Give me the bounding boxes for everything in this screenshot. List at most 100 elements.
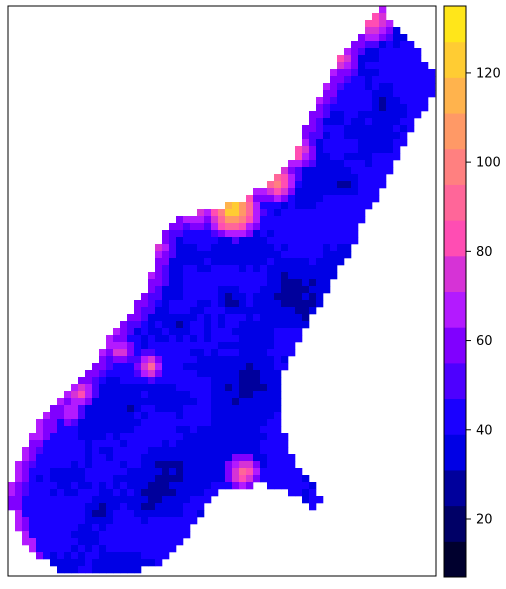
- raster-cell: [225, 223, 233, 231]
- raster-cell: [225, 426, 233, 434]
- raster-cell: [260, 265, 268, 273]
- raster-cell: [127, 405, 135, 413]
- raster-cell: [141, 356, 149, 364]
- raster-cell: [267, 209, 275, 217]
- raster-cell: [246, 363, 254, 371]
- raster-cell: [379, 76, 387, 84]
- raster-cell: [141, 321, 149, 329]
- raster-cell: [22, 475, 30, 483]
- raster-cell: [169, 524, 177, 532]
- raster-cell: [106, 503, 114, 511]
- raster-cell: [78, 559, 86, 567]
- raster-cell: [197, 356, 205, 364]
- raster-cell: [36, 510, 44, 518]
- raster-cell: [113, 391, 121, 399]
- raster-cell: [78, 405, 86, 413]
- raster-cell: [274, 335, 282, 343]
- raster-cell: [274, 454, 282, 462]
- raster-cell: [15, 461, 23, 469]
- raster-cell: [274, 370, 282, 378]
- raster-cell: [400, 139, 408, 147]
- raster-cell: [183, 272, 191, 280]
- raster-cell: [253, 272, 261, 280]
- raster-cell: [78, 447, 86, 455]
- raster-cell: [169, 510, 177, 518]
- raster-cell: [190, 230, 198, 238]
- raster-cell: [176, 286, 184, 294]
- raster-cell: [316, 118, 324, 126]
- raster-cell: [379, 146, 387, 154]
- raster-cell: [302, 286, 310, 294]
- raster-cell: [211, 377, 219, 385]
- raster-cell: [113, 384, 121, 392]
- raster-cell: [260, 209, 268, 217]
- raster-cell: [183, 342, 191, 350]
- raster-cell: [176, 447, 184, 455]
- raster-cell: [295, 265, 303, 273]
- raster-cell: [176, 391, 184, 399]
- raster-cell: [218, 461, 226, 469]
- raster-cell: [120, 517, 128, 525]
- raster-cell: [344, 132, 352, 140]
- raster-cell: [253, 286, 261, 294]
- raster-cell: [92, 482, 100, 490]
- raster-cell: [239, 412, 247, 420]
- raster-cell: [267, 426, 275, 434]
- raster-cell: [260, 342, 268, 350]
- raster-cell: [176, 524, 184, 532]
- raster-cell: [379, 167, 387, 175]
- raster-cell: [155, 447, 163, 455]
- raster-cell: [148, 454, 156, 462]
- raster-cell: [43, 517, 51, 525]
- raster-cell: [316, 202, 324, 210]
- raster-cell: [190, 503, 198, 511]
- raster-cell: [323, 258, 331, 266]
- raster-cell: [351, 174, 359, 182]
- raster-cell: [50, 405, 58, 413]
- raster-cell: [71, 384, 79, 392]
- raster-cell: [211, 265, 219, 273]
- raster-cell: [141, 524, 149, 532]
- raster-cell: [246, 202, 254, 210]
- raster-cell: [267, 272, 275, 280]
- raster-cell: [155, 321, 163, 329]
- raster-cell: [225, 461, 233, 469]
- raster-cell: [302, 307, 310, 315]
- raster-cell: [148, 531, 156, 539]
- raster-cell: [323, 83, 331, 91]
- raster-cell: [169, 496, 177, 504]
- raster-cell: [36, 440, 44, 448]
- raster-cell: [169, 517, 177, 525]
- raster-cell: [288, 167, 296, 175]
- raster-cell: [253, 237, 261, 245]
- raster-cell: [267, 188, 275, 196]
- raster-cell: [393, 104, 401, 112]
- raster-cell: [239, 307, 247, 315]
- raster-cell: [407, 125, 415, 133]
- raster-cell: [386, 146, 394, 154]
- raster-cell: [309, 202, 317, 210]
- raster-cell: [337, 83, 345, 91]
- raster-cell: [22, 454, 30, 462]
- raster-cell: [225, 391, 233, 399]
- raster-cell: [36, 489, 44, 497]
- raster-cell: [288, 251, 296, 259]
- raster-cell: [232, 286, 240, 294]
- raster-cell: [316, 279, 324, 287]
- raster-cell: [57, 419, 65, 427]
- raster-cell: [267, 433, 275, 441]
- raster-cell: [169, 272, 177, 280]
- raster-cell: [85, 531, 93, 539]
- raster-cell: [36, 426, 44, 434]
- raster-cell: [78, 496, 86, 504]
- raster-cell: [43, 482, 51, 490]
- raster-cell: [120, 342, 128, 350]
- raster-cell: [323, 104, 331, 112]
- raster-cell: [155, 363, 163, 371]
- raster-cell: [239, 405, 247, 413]
- raster-cell: [183, 363, 191, 371]
- raster-cell: [316, 97, 324, 105]
- raster-cell: [218, 384, 226, 392]
- raster-cell: [204, 300, 212, 308]
- raster-cell: [43, 475, 51, 483]
